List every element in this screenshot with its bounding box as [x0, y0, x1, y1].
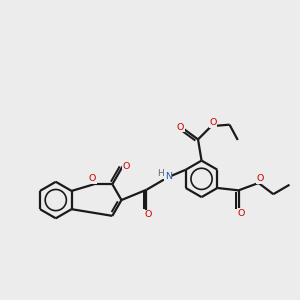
Text: O: O [256, 174, 264, 183]
Text: O: O [144, 210, 152, 219]
Text: O: O [122, 162, 130, 171]
Text: O: O [89, 174, 96, 183]
Text: O: O [209, 118, 217, 127]
Text: O: O [177, 122, 184, 131]
Text: H: H [157, 169, 164, 178]
Text: N: N [165, 172, 172, 181]
Text: O: O [237, 209, 244, 218]
